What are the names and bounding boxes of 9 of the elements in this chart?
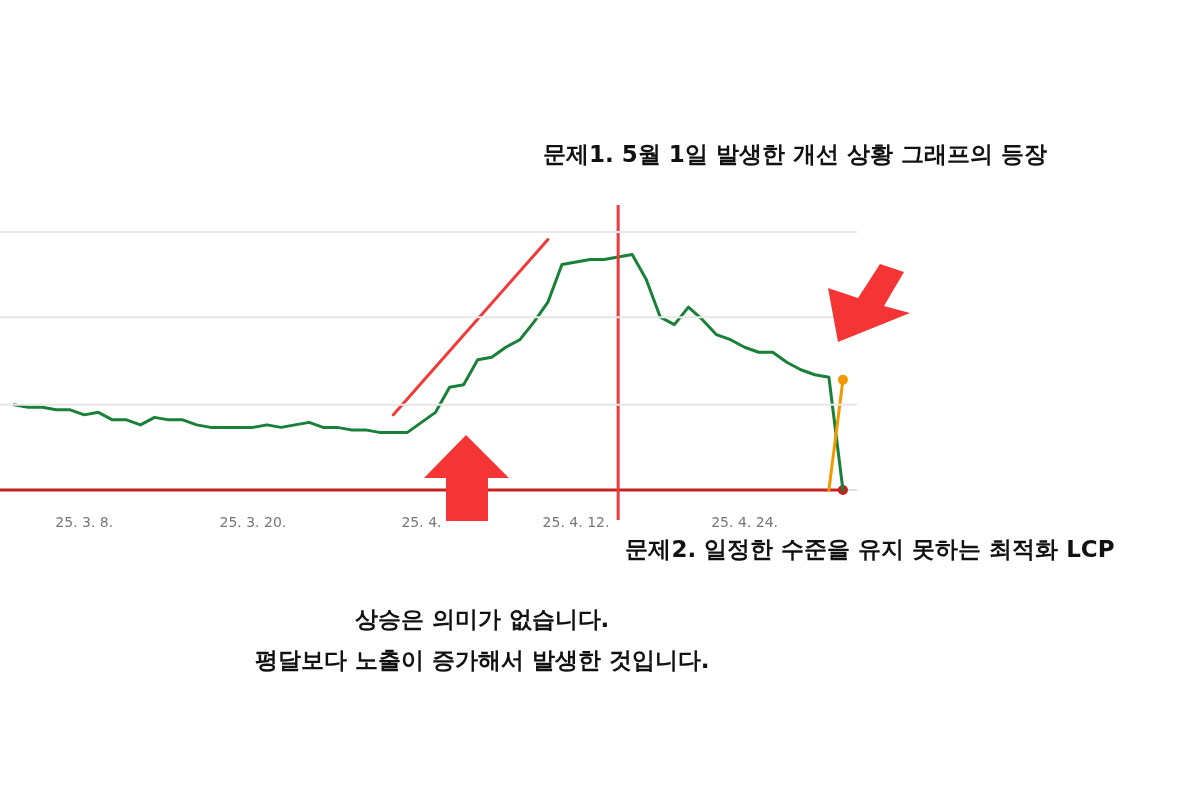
x-tick-label: 25. 3. 20.: [219, 514, 287, 530]
text: 상승은 의미가 없습니다.: [354, 606, 610, 632]
x-tick-label: 25. 3. 8.: [55, 514, 114, 530]
text: 문제2. 일정한 수준을 유지 못하는 최적화 LCP: [625, 536, 1115, 562]
x-tick-label: 25. 4. 12.: [542, 514, 610, 530]
x-tick-label: 25. 4. 24.: [711, 514, 779, 530]
x-tick-label: 25. 4.: [401, 514, 442, 530]
text: 평달보다 노출이 증가해서 발생한 것입니다.: [254, 647, 710, 673]
text: 문제1. 5월 1일 발생한 개선 상황 그래프의 등장: [543, 141, 1047, 167]
